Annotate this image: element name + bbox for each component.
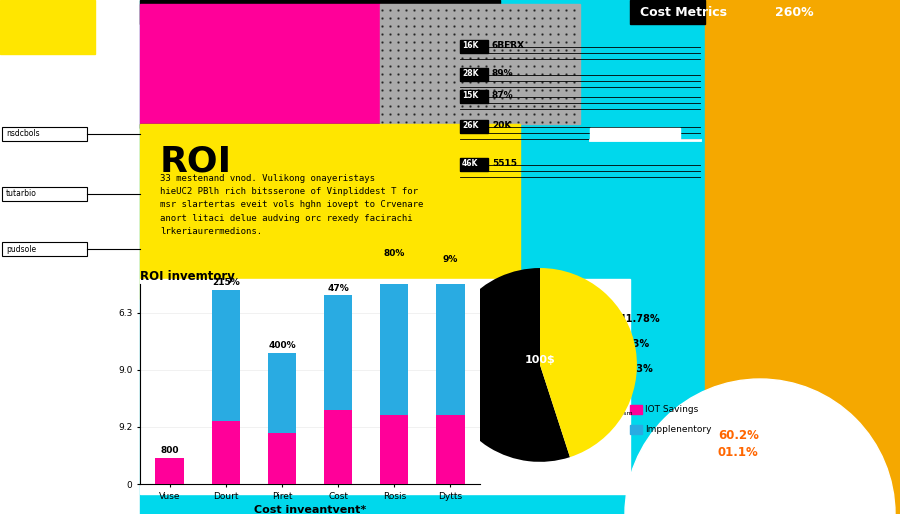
Text: 26K: 26K: [462, 121, 479, 131]
Text: 28K: 28K: [462, 69, 479, 79]
Wedge shape: [443, 268, 570, 462]
Bar: [380, 261, 409, 415]
Text: 100$: 100$: [525, 355, 555, 365]
Text: 20K: 20K: [492, 121, 511, 131]
Text: 6BERX: 6BERX: [492, 42, 525, 50]
Bar: [630, 405, 642, 414]
Bar: [2, 187, 87, 201]
Text: 15K: 15K: [462, 91, 478, 101]
Bar: [140, 279, 630, 494]
Text: nsdcbols: nsdcbols: [6, 130, 40, 138]
Text: 80%: 80%: [383, 249, 405, 259]
Bar: [156, 458, 184, 484]
Text: ROI: ROI: [160, 144, 232, 178]
Wedge shape: [625, 379, 895, 514]
Bar: [460, 90, 488, 103]
Bar: [140, 4, 380, 124]
Bar: [324, 296, 352, 410]
Bar: [395, 320, 407, 329]
Text: pudsole: pudsole: [6, 245, 36, 253]
Bar: [2, 242, 87, 256]
Text: Impplenentory: Impplenentory: [645, 425, 712, 434]
Bar: [140, 0, 500, 24]
Bar: [140, 124, 380, 128]
Text: 87%: 87%: [492, 91, 514, 101]
Bar: [436, 267, 464, 415]
Bar: [460, 40, 488, 53]
Bar: [705, 0, 900, 514]
Bar: [436, 415, 464, 484]
Text: 46K: 46K: [462, 159, 479, 169]
Bar: [460, 68, 488, 81]
Text: 183%: 183%: [620, 339, 650, 349]
Text: IOT Savings: IOT Savings: [645, 405, 698, 414]
Bar: [268, 433, 296, 484]
Text: ROI invemtory: ROI invemtory: [140, 270, 235, 283]
Bar: [460, 120, 488, 133]
Text: 400%: 400%: [268, 341, 296, 350]
Text: 215%: 215%: [212, 278, 239, 287]
Text: 260%: 260%: [775, 6, 814, 19]
Bar: [380, 4, 580, 124]
Text: 10.3%: 10.3%: [620, 364, 653, 374]
Bar: [0, 0, 140, 514]
Text: beon ag cart ur ba ftops. dbv mon more th con * a sm: beon ag cart ur ba ftops. dbv mon more t…: [462, 412, 633, 416]
Text: 01.1%: 01.1%: [718, 446, 759, 459]
Bar: [140, 0, 705, 514]
Text: Cost Metrics: Cost Metrics: [640, 6, 727, 19]
Text: 9%: 9%: [443, 255, 458, 264]
Bar: [460, 158, 488, 171]
Wedge shape: [540, 268, 637, 457]
Bar: [212, 421, 239, 484]
Text: 89%: 89%: [492, 69, 514, 79]
Text: 11.78%: 11.78%: [620, 314, 661, 324]
Bar: [630, 425, 642, 434]
Text: 33 mestenand vnod. Vulikong onayeristays
hieUC2 PBlh rich bitsserone of Vinplidd: 33 mestenand vnod. Vulikong onayeristays…: [160, 174, 423, 236]
Bar: [380, 415, 409, 484]
Text: Cost. Areplinenetey: Cost. Areplinenetey: [410, 340, 500, 349]
Bar: [268, 353, 296, 433]
Bar: [395, 340, 407, 349]
Bar: [324, 410, 352, 484]
Text: 47%: 47%: [328, 284, 349, 292]
Text: 5515: 5515: [492, 159, 517, 169]
Bar: [630, 0, 705, 24]
Text: 800: 800: [160, 447, 179, 455]
Bar: [590, 128, 680, 140]
Text: Oot Savings: Oot Savings: [410, 320, 464, 329]
Bar: [212, 290, 239, 421]
Bar: [2, 127, 87, 141]
X-axis label: Cost inveantvent*: Cost inveantvent*: [254, 505, 366, 514]
Text: tutarbio: tutarbio: [6, 190, 37, 198]
Text: 60.2%: 60.2%: [718, 429, 759, 442]
Text: 16K: 16K: [462, 42, 479, 50]
Bar: [140, 124, 520, 299]
Bar: [0, 0, 95, 54]
